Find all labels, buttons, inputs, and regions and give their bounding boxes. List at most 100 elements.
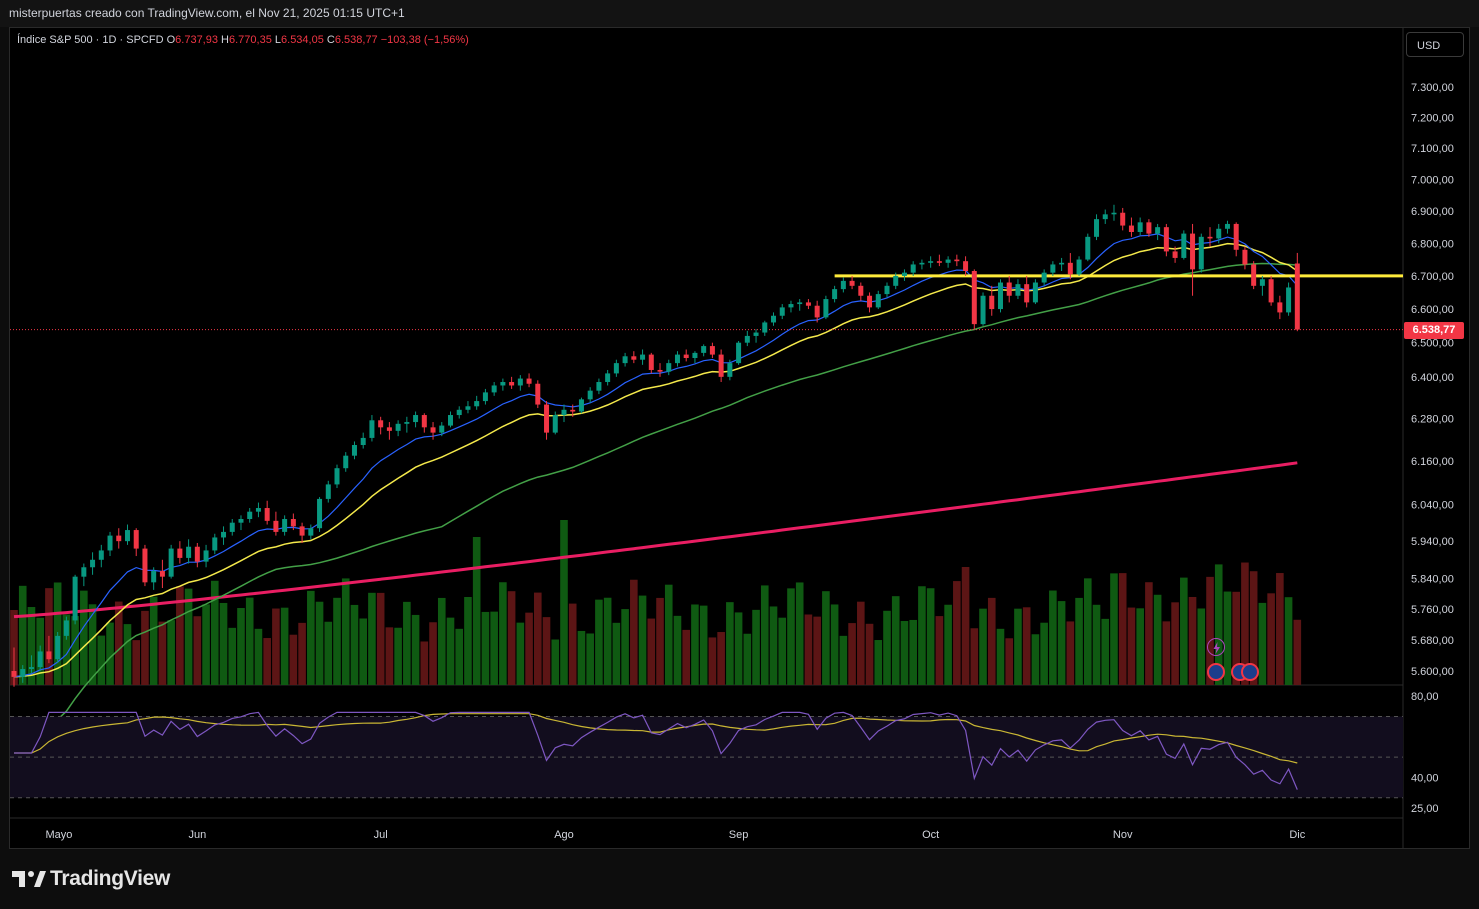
- volume-bar: [62, 614, 71, 685]
- high-label: H: [221, 34, 229, 46]
- volume-bar: [1171, 602, 1179, 685]
- candle-down: [133, 530, 139, 549]
- candle-up: [901, 272, 907, 276]
- volume-bar: [376, 592, 385, 685]
- candle-down: [11, 671, 17, 677]
- price-tick-label: 5.840,00: [1411, 574, 1454, 586]
- candle-down: [299, 526, 305, 536]
- candle-up: [919, 262, 925, 265]
- volume-bar: [708, 637, 717, 685]
- volume-bar: [71, 616, 79, 685]
- volume-bar: [752, 609, 760, 685]
- volume-bar: [874, 640, 883, 685]
- candle-up: [1059, 262, 1065, 265]
- candle-down: [683, 354, 689, 358]
- volume-bar: [944, 604, 952, 685]
- chart-frame[interactable]: [9, 27, 1470, 849]
- candle-up: [212, 537, 218, 551]
- candle-up: [229, 522, 235, 532]
- time-tick-label: Nov: [1113, 829, 1133, 841]
- candle-up: [587, 390, 593, 400]
- volume-bar: [638, 595, 647, 685]
- candle-up: [701, 346, 707, 353]
- candle-up: [1015, 284, 1021, 296]
- candle-up: [81, 567, 87, 577]
- close-label: C: [326, 34, 335, 46]
- candle-up: [779, 307, 785, 316]
- volume-bar: [953, 581, 961, 685]
- volume-bar: [568, 603, 577, 685]
- candle-up: [823, 299, 829, 318]
- price-tick-label: 7.100,00: [1411, 143, 1454, 155]
- candle-up: [395, 423, 401, 431]
- candle-up: [221, 531, 227, 538]
- tradingview-brand-text: TradingView: [50, 867, 171, 890]
- volume-bar: [437, 597, 446, 685]
- volume-bar: [455, 628, 464, 685]
- candle-up: [500, 382, 506, 386]
- volume-bar: [717, 632, 725, 685]
- tradingview-logo[interactable]: TradingView: [12, 866, 170, 892]
- symbol-label[interactable]: Índice S&P 500 · 1D · SPCFD: [17, 34, 164, 46]
- us-flag-event-icon-3[interactable]: [1241, 663, 1259, 681]
- volume-bar: [778, 617, 787, 685]
- candle-up: [910, 264, 916, 273]
- candle-up: [980, 295, 986, 325]
- ema-fast-line: [13, 233, 1298, 678]
- volume-bar: [560, 520, 568, 685]
- volume-bar: [1284, 597, 1293, 685]
- candle-up: [255, 508, 261, 512]
- volume-bar: [848, 623, 856, 685]
- volume-bar: [307, 590, 315, 685]
- candle-up: [1137, 222, 1143, 232]
- low-label: L: [274, 34, 282, 46]
- candle-up: [1216, 228, 1222, 239]
- volume-bar: [245, 597, 254, 685]
- volume-bar: [280, 607, 289, 685]
- time-tick-label: Jul: [374, 829, 388, 841]
- volume-bar: [132, 640, 141, 685]
- lightning-event-icon[interactable]: [1207, 638, 1225, 656]
- price-tick-label: 5.600,00: [1411, 666, 1454, 678]
- time-tick-label: Sep: [729, 829, 749, 841]
- price-tick-label: 6.500,00: [1411, 338, 1454, 350]
- volume-bar: [900, 621, 909, 685]
- volume-bar: [918, 586, 926, 685]
- volume-bar: [1127, 607, 1136, 685]
- candle-down: [1251, 264, 1257, 286]
- candle-up: [37, 651, 43, 668]
- volume-bar: [673, 615, 682, 685]
- candle-down: [544, 404, 550, 433]
- candle-up: [1094, 219, 1100, 237]
- candle-down: [535, 383, 541, 405]
- candle-up: [1224, 223, 1230, 229]
- volume-bar: [1145, 582, 1153, 685]
- candle-down: [989, 295, 995, 310]
- volume-bar: [1188, 596, 1197, 685]
- volume-bar: [534, 592, 542, 685]
- us-flag-event-icon[interactable]: [1207, 663, 1225, 681]
- volume-bar: [839, 635, 848, 685]
- volume-bar: [926, 588, 935, 685]
- volume-bar: [1206, 576, 1214, 685]
- volume-bar: [1101, 618, 1110, 685]
- volume-bar: [210, 580, 219, 685]
- candle-up: [753, 332, 759, 336]
- volume-bar: [595, 599, 603, 685]
- volume-bar: [80, 590, 88, 685]
- candle-up: [1181, 233, 1187, 258]
- candle-down: [936, 261, 942, 263]
- candle-up: [404, 422, 410, 424]
- price-tick-label: 6.700,00: [1411, 271, 1454, 283]
- volume-bar: [1083, 578, 1092, 685]
- candle-up: [928, 261, 934, 263]
- volume-bar: [403, 601, 411, 685]
- time-tick-label: Jun: [188, 829, 206, 841]
- volume-bar: [795, 582, 804, 685]
- volume-bar: [1014, 608, 1022, 685]
- candle-up: [474, 401, 480, 407]
- currency-button[interactable]: USD: [1406, 32, 1464, 57]
- volume-bar: [822, 591, 830, 685]
- volume-bar: [656, 597, 664, 685]
